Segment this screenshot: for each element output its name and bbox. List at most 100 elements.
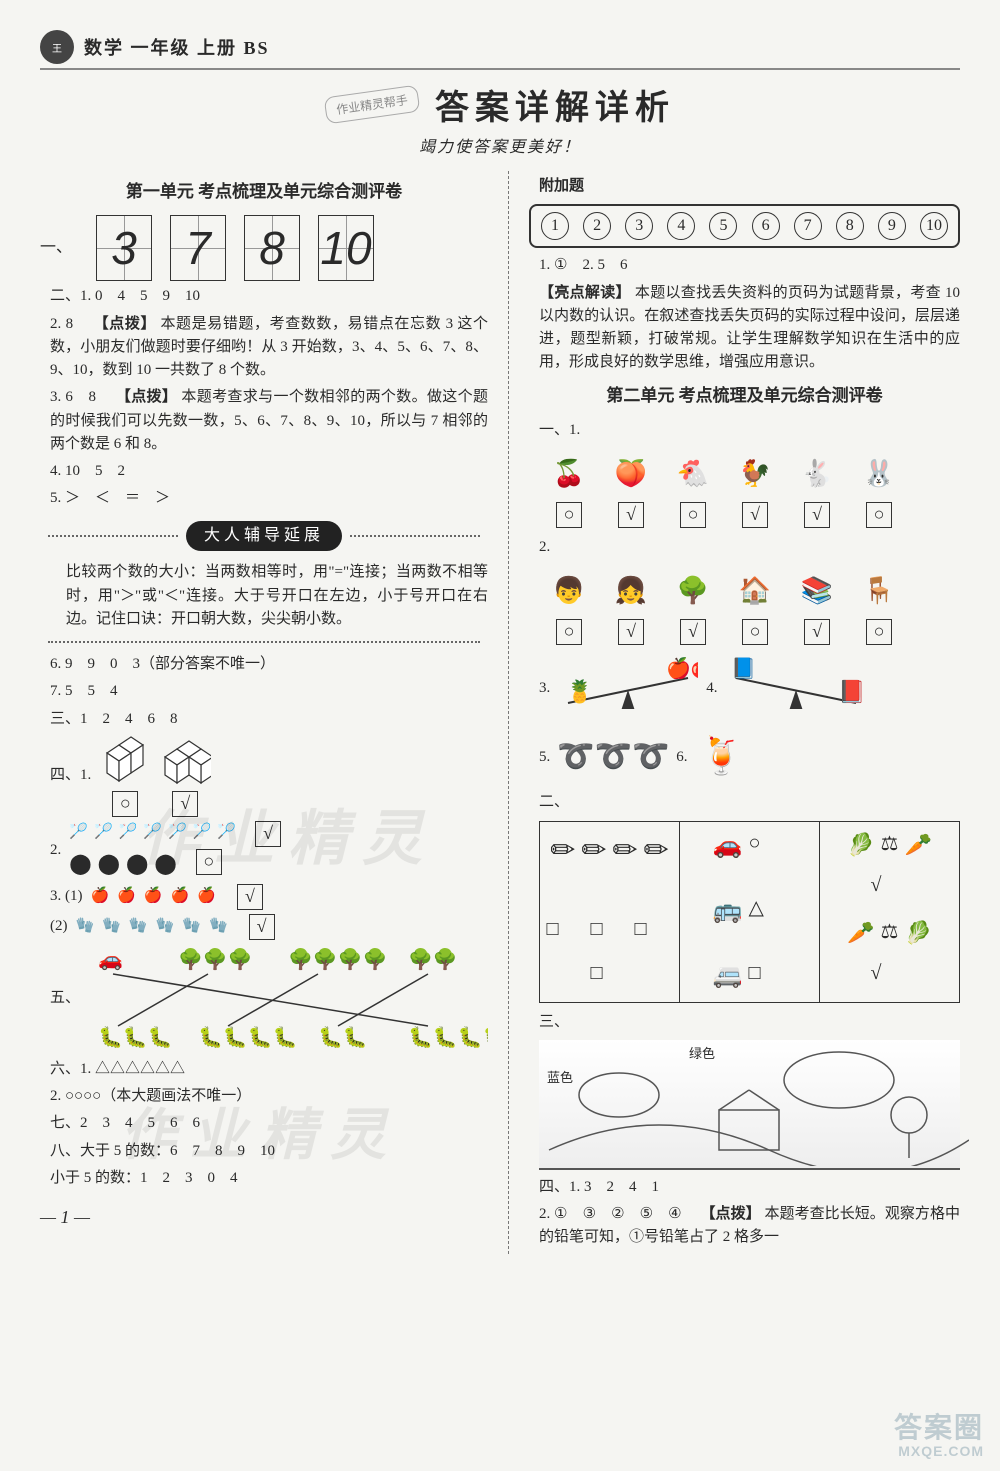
- loop-icon: ➰➰➰: [558, 727, 668, 787]
- highlight-tag: 【亮点解读】: [539, 285, 631, 301]
- ball-icon: ⬤: [69, 849, 91, 880]
- extra-label: 附加题: [539, 175, 960, 198]
- guide-pill-row: 大人辅导延展: [40, 521, 488, 552]
- circ-8: 8: [836, 212, 864, 240]
- q8b: 小于 5 的数：1 2 3 0 4: [50, 1167, 488, 1190]
- q2-5: 5. ＞ ＜ ＝ ＞: [50, 487, 488, 510]
- svg-text:📘: 📘: [731, 657, 756, 680]
- circ-3: 3: [625, 212, 653, 240]
- digit-box-3: 8: [244, 215, 300, 281]
- grid-cell-3: 🥬 ⚖ 🥕 √ 🥕 ⚖ 🥬 √: [820, 822, 959, 1002]
- cube-fig-2: [159, 735, 211, 787]
- matching-diagram: 🚗🌳🌳🌳🌳🌳🌳🌳🌳🌳 🐛🐛🐛🐛🐛🐛🐛🐛🐛🐛🐛🐛🐛🐛: [88, 944, 488, 1054]
- circled-number-row: 1 2 3 4 5 6 7 8 9 10: [529, 204, 960, 248]
- seesaw2-icon: 📘📕: [726, 653, 866, 723]
- classify-grid: ✏ ✏ ✏ ✏ □ □ □ □ 🚗○ 🚌△ 🚐□ 🥬: [539, 821, 960, 1003]
- q4-1-mark-2: √: [172, 791, 198, 817]
- circ-4: 4: [667, 212, 695, 240]
- page-number: — 1 —: [40, 1204, 488, 1232]
- q7: 七、2 3 4 5 6 6: [50, 1112, 488, 1135]
- svg-text:📕: 📕: [838, 679, 865, 704]
- q6-1: 六、1. △△△△△△: [50, 1058, 488, 1081]
- q2-4: 4. 10 5 2: [50, 460, 488, 483]
- u2-q1-6: 6.: [676, 746, 687, 769]
- u2-q4-1: 四、1. 3 2 4 1: [539, 1176, 960, 1199]
- header-grade: 数学 一年级 上册 BS: [84, 34, 270, 60]
- q8a: 八、大于 5 的数：6 7 8 9 10: [50, 1140, 488, 1163]
- girl-icon: 👧: [605, 565, 657, 617]
- corner-domain: MXQE.COM: [894, 1444, 984, 1459]
- u2-q4-2a: 2. ① ③ ② ⑤ ④: [539, 1206, 697, 1222]
- logo-badge: 王: [40, 30, 74, 64]
- u2-q4-2: 2. ① ③ ② ⑤ ④ 【点拨】 本题考查比长短。观察方格中的铅笔可知，①号铅…: [539, 1203, 960, 1250]
- subtitle: 竭力使答案更美好！: [40, 133, 960, 157]
- u2-q3: 三、: [539, 1011, 960, 1034]
- svg-text:🐛🐛🐛🐛🐛: 🐛🐛🐛🐛🐛: [408, 1025, 488, 1049]
- stamp: 作业精灵帮手: [324, 85, 421, 125]
- u2-q1-label: 一、1.: [539, 419, 960, 442]
- circ-6: 6: [752, 212, 780, 240]
- peach-icon: 🍑: [605, 448, 657, 500]
- q4-2-label: 2.: [50, 839, 61, 862]
- u2-row2-imgs: 👦 👧 🌳 🏠 📚 🪑: [543, 565, 960, 617]
- cherry-icon: 🍒: [543, 448, 595, 500]
- digit-box-1: 3: [96, 215, 152, 281]
- q4-2-row: 2. 🏸🏸🏸🏸🏸🏸🏸 √ ⬤⬤⬤⬤ ○: [50, 821, 488, 880]
- chick-icon: 🐔: [667, 448, 719, 500]
- right-column: 附加题 1 2 3 4 5 6 7 8 9 10 1. ① 2. 5 6 【亮点…: [529, 171, 960, 1254]
- main-title: 答案详解详析: [435, 80, 675, 129]
- q4-1-mark-1: ○: [112, 791, 138, 817]
- circ-10: 10: [920, 212, 948, 240]
- u2-row1-imgs: 🍒 🍑 🐔 🐓 🐇 🐰: [543, 448, 960, 500]
- circ-5: 5: [709, 212, 737, 240]
- svg-text:🐛🐛🐛🐛: 🐛🐛🐛🐛: [198, 1025, 298, 1049]
- q4-3-1-row: 3. (1) 🍎🍎🍎🍎🍎 √: [50, 884, 488, 910]
- q4-3-2-row: (2) 🧤🧤🧤🧤🧤🧤 √: [50, 914, 488, 940]
- u2-row2-marks: ○ √ √ ○ √ ○: [543, 619, 960, 645]
- cube-icon-2: [159, 733, 211, 789]
- svg-text:🌳🌳🌳: 🌳🌳🌳: [178, 947, 253, 971]
- q2-2: 2. 8 【点拨】 本题是易错题，考查数数，易错点在忘数 3 这个数，小朋友们做…: [50, 313, 488, 383]
- q2-3-tip: 【点拨】: [116, 389, 177, 405]
- house-icon: 🏠: [729, 565, 781, 617]
- unit1-title: 第一单元 考点梳理及单元综合测评卷: [40, 179, 488, 205]
- page-header: 王 数学 一年级 上册 BS: [40, 30, 960, 70]
- logo-text: 王: [52, 40, 62, 55]
- circ-9: 9: [878, 212, 906, 240]
- svg-text:🍎🍅: 🍎🍅: [666, 656, 698, 680]
- drink-icon: 🍹: [696, 731, 748, 783]
- grid-cell-1: ✏ ✏ ✏ ✏ □ □ □ □: [540, 822, 680, 1002]
- rabbit1-icon: 🐇: [791, 448, 843, 500]
- svg-text:🌳🌳: 🌳🌳: [408, 947, 458, 971]
- q5-row: 五、 🚗🌳🌳🌳🌳🌳🌳🌳🌳🌳 🐛🐛🐛🐛🐛🐛🐛🐛🐛🐛🐛🐛🐛🐛: [50, 944, 488, 1054]
- circ-7: 7: [794, 212, 822, 240]
- digit-box-4: 10: [318, 215, 374, 281]
- u2-q1-2: 2.: [539, 536, 960, 559]
- cube-icon-1: [99, 733, 151, 789]
- u2-q1-4: 4.: [706, 677, 717, 700]
- q3: 三、1 2 4 6 8: [50, 708, 488, 731]
- cube-fig-1: [99, 735, 151, 787]
- grid-cell-2: 🚗○ 🚌△ 🚐□: [680, 822, 820, 1002]
- q2-2-a: 2. 8: [50, 316, 89, 332]
- title-block: 作业精灵帮手 答案详解详析 竭力使答案更美好！: [40, 80, 960, 157]
- scene-illustration: [539, 1040, 969, 1166]
- bookshelf-icon: 📚: [791, 565, 843, 617]
- q2-1: 二、1. 0 4 5 9 10: [50, 285, 488, 308]
- sec-1-label: 一、: [40, 236, 72, 261]
- highlight-block: 【亮点解读】 本题以查找丢失资料的页码为试题背景，考查 10 以内数的认识。在叙…: [539, 282, 960, 375]
- svg-text:🐛🐛🐛: 🐛🐛🐛: [98, 1025, 173, 1049]
- q2-2-tip: 【点拨】: [94, 316, 156, 332]
- u2-q1-3: 3.: [539, 677, 550, 700]
- q5-label: 五、: [50, 987, 80, 1010]
- u2-row1-marks: ○ √ ○ √ √ ○: [543, 502, 960, 528]
- guide-pill: 大人辅导延展: [186, 521, 342, 552]
- rabbit2-icon: 🐰: [853, 448, 905, 500]
- q2-3: 3. 6 8 【点拨】 本题考查求与一个数相邻的两个数。做这个题的时候我们可以先…: [50, 386, 488, 456]
- boy-icon: 👦: [543, 565, 595, 617]
- u2-row3-4: 3. 🍍🍎🍅 4. 📘📕: [539, 653, 960, 723]
- q6-2: 2. ○○○○（本大题画法不唯一）: [50, 1085, 488, 1108]
- u2-q4-2tip: 【点拨】: [701, 1206, 761, 1222]
- svg-text:🌳🌳🌳🌳: 🌳🌳🌳🌳: [288, 947, 388, 971]
- circ-2: 2: [583, 212, 611, 240]
